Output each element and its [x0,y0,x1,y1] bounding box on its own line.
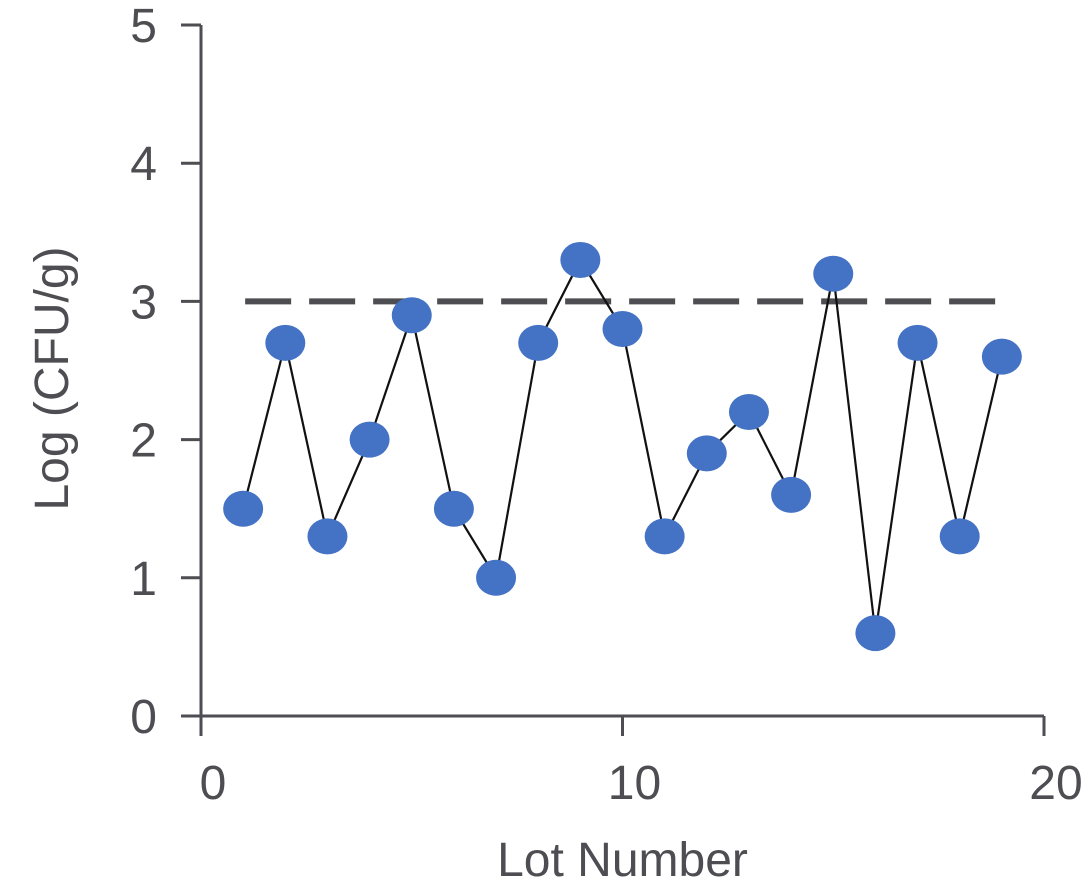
x-tick-label: 20 [1029,757,1082,810]
data-point [855,615,896,652]
y-tick-label: 1 [130,553,157,606]
y-tick-label: 3 [130,276,157,329]
axes [199,25,1044,718]
data-point [981,338,1022,375]
x-tick-label: 0 [200,757,227,810]
y-tick-label: 4 [130,138,157,191]
data-point [560,241,601,278]
data-point [265,324,306,361]
data-point [686,435,727,472]
data-points [223,241,1022,652]
data-point [349,421,390,458]
y-tick-label: 5 [130,0,157,53]
data-point [391,297,432,334]
data-point [223,490,264,527]
data-point [939,518,980,555]
data-point [307,518,348,555]
x-ticks: 0 10 20 [199,716,1083,810]
data-point [644,518,685,555]
data-point [897,324,938,361]
x-axis-title: Lot Number [497,834,748,887]
data-point [602,311,643,348]
y-axis-title: Log (CFU/g) [26,246,79,510]
data-point [728,393,769,430]
y-tick-label: 2 [130,415,157,468]
data-point [476,559,517,596]
data-point [771,476,812,513]
y-ticks: 0 1 2 3 4 5 [130,0,201,744]
x-tick-label: 10 [608,757,661,810]
y-tick-label: 0 [130,691,157,744]
data-point [518,324,559,361]
data-point [813,255,854,292]
data-point [433,490,474,527]
